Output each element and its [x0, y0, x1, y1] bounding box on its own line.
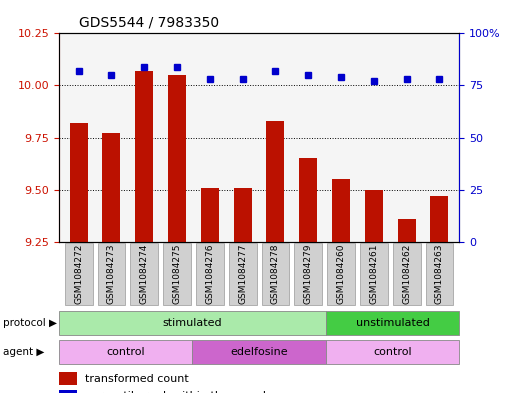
Text: agent ▶: agent ▶: [3, 347, 44, 357]
Text: stimulated: stimulated: [163, 318, 222, 328]
Bar: [332, 179, 350, 242]
Bar: [365, 189, 383, 242]
Text: GSM1084263: GSM1084263: [435, 244, 444, 304]
Bar: [70, 123, 88, 242]
Bar: [360, 243, 388, 305]
Text: GSM1084262: GSM1084262: [402, 244, 411, 304]
Bar: [59, 310, 326, 335]
Bar: [262, 243, 289, 305]
Bar: [103, 133, 121, 242]
Bar: [168, 75, 186, 242]
Bar: [196, 243, 224, 305]
Text: transformed count: transformed count: [85, 374, 189, 384]
Text: GSM1084275: GSM1084275: [172, 244, 182, 304]
Bar: [59, 340, 192, 364]
Bar: [201, 187, 219, 242]
Bar: [65, 243, 93, 305]
Text: GSM1084277: GSM1084277: [238, 244, 247, 304]
Text: GSM1084260: GSM1084260: [337, 244, 346, 304]
Bar: [97, 243, 125, 305]
Text: GSM1084279: GSM1084279: [304, 244, 313, 304]
Bar: [327, 243, 355, 305]
Bar: [130, 243, 158, 305]
Bar: [229, 243, 256, 305]
Text: percentile rank within the sample: percentile rank within the sample: [85, 391, 273, 393]
Bar: [294, 243, 322, 305]
Text: GSM1084272: GSM1084272: [74, 244, 83, 304]
Bar: [430, 196, 448, 242]
Bar: [398, 219, 416, 242]
Bar: [299, 158, 317, 242]
Bar: [326, 310, 459, 335]
Bar: [135, 71, 153, 242]
Text: protocol ▶: protocol ▶: [3, 318, 56, 328]
Bar: [393, 243, 421, 305]
Bar: [59, 389, 77, 393]
Text: GSM1084273: GSM1084273: [107, 244, 116, 304]
Text: GSM1084261: GSM1084261: [369, 244, 379, 304]
Bar: [425, 243, 453, 305]
Text: GSM1084278: GSM1084278: [271, 244, 280, 304]
Text: unstimulated: unstimulated: [356, 318, 429, 328]
Bar: [192, 340, 326, 364]
Bar: [59, 372, 77, 385]
Bar: [266, 121, 285, 242]
Text: GDS5544 / 7983350: GDS5544 / 7983350: [79, 15, 219, 29]
Bar: [163, 243, 191, 305]
Bar: [233, 187, 252, 242]
Text: GSM1084274: GSM1084274: [140, 244, 149, 304]
Text: control: control: [373, 347, 412, 357]
Bar: [326, 340, 459, 364]
Text: GSM1084276: GSM1084276: [205, 244, 214, 304]
Text: edelfosine: edelfosine: [230, 347, 288, 357]
Text: control: control: [106, 347, 145, 357]
